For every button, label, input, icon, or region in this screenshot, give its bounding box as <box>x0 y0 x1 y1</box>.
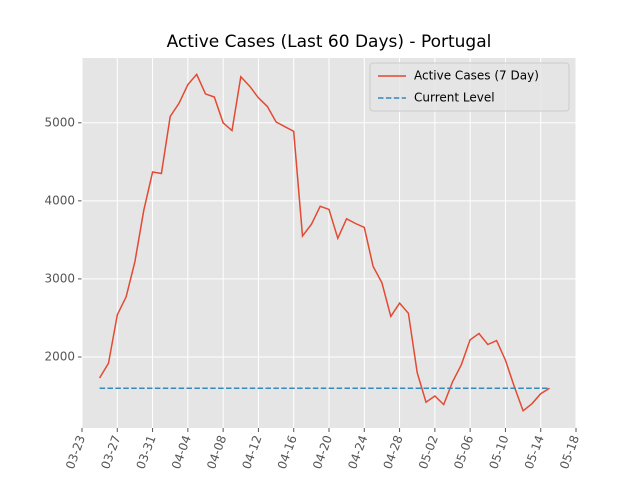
legend-box <box>369 62 570 112</box>
y-tick-label: 2000 <box>44 349 75 363</box>
x-tick-label: 04-04 <box>169 433 194 471</box>
chart-title: Active Cases (Last 60 Days) - Portugal <box>167 32 492 52</box>
legend: Active Cases (7 Day) Current Level <box>369 62 570 112</box>
x-tick-label: 03-27 <box>98 433 123 471</box>
x-tick-label: 05-10 <box>486 433 511 471</box>
x-tick-label: 05-14 <box>522 433 547 471</box>
x-tick-label: 04-28 <box>381 433 406 471</box>
x-tick-label: 04-12 <box>239 433 264 471</box>
x-tick-label: 05-02 <box>416 433 441 471</box>
x-tick-label: 05-06 <box>451 433 476 471</box>
x-tick-label: 04-20 <box>310 433 335 471</box>
y-tick-label: 4000 <box>44 193 75 207</box>
x-tick-label: 03-23 <box>63 433 88 471</box>
legend-label: Current Level <box>414 91 495 105</box>
legend-label: Active Cases (7 Day) <box>414 69 539 83</box>
data-line <box>98 73 550 413</box>
x-tick-label: 04-24 <box>345 433 370 471</box>
x-tick-label: 03-31 <box>134 433 159 471</box>
y-tick-label: 5000 <box>44 115 75 129</box>
x-tick-label: 04-08 <box>204 433 229 471</box>
x-tick-label: 05-18 <box>557 433 582 471</box>
y-tick-label: 3000 <box>44 271 75 285</box>
x-tick-label: 04-16 <box>275 433 300 471</box>
